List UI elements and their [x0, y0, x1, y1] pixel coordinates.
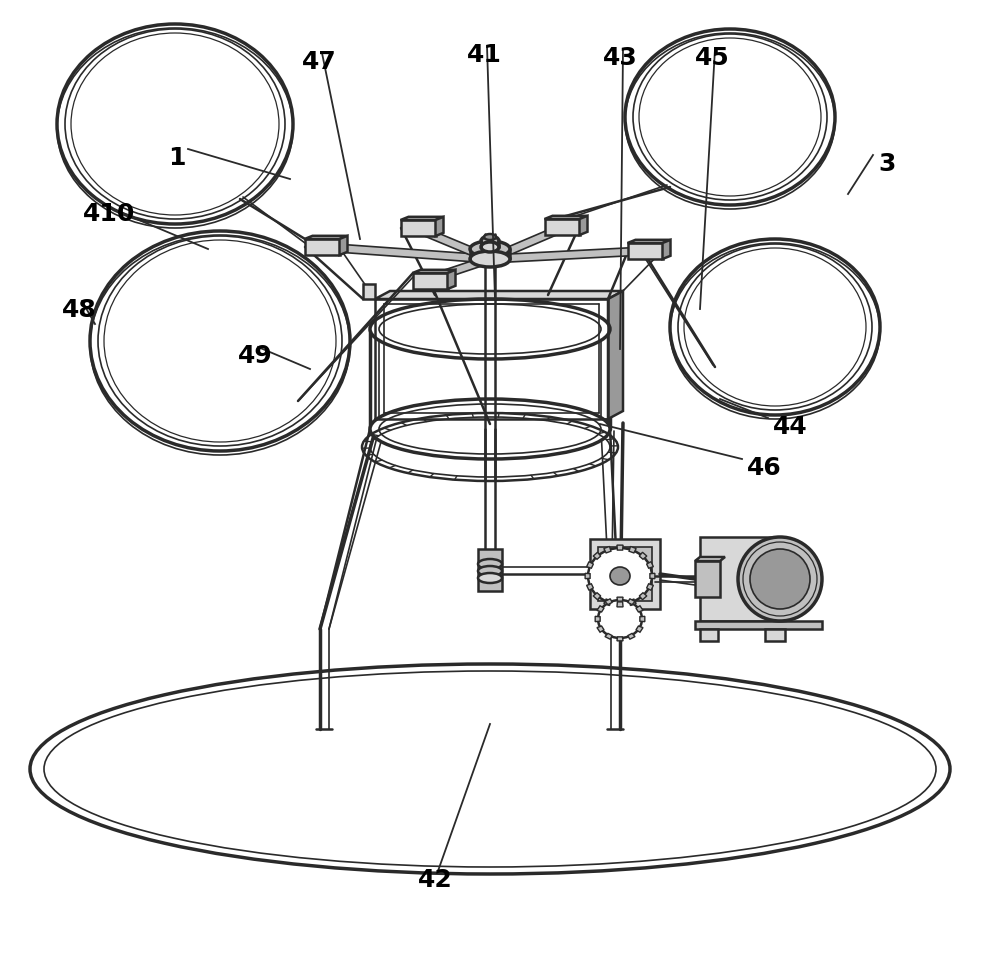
Polygon shape: [580, 217, 588, 235]
Polygon shape: [544, 217, 588, 220]
Ellipse shape: [478, 559, 502, 570]
Polygon shape: [305, 236, 348, 239]
Ellipse shape: [750, 549, 810, 610]
Ellipse shape: [598, 601, 642, 639]
Polygon shape: [401, 218, 444, 221]
Polygon shape: [628, 634, 635, 640]
Ellipse shape: [57, 25, 293, 225]
Polygon shape: [629, 600, 636, 606]
Text: 3: 3: [878, 152, 895, 175]
Polygon shape: [617, 603, 623, 608]
Ellipse shape: [370, 399, 610, 459]
Polygon shape: [605, 634, 612, 640]
Polygon shape: [700, 629, 718, 641]
Polygon shape: [593, 593, 601, 600]
Polygon shape: [597, 626, 604, 633]
Polygon shape: [650, 574, 655, 579]
Polygon shape: [604, 547, 611, 553]
Polygon shape: [429, 256, 491, 284]
Polygon shape: [695, 621, 822, 629]
Ellipse shape: [370, 299, 610, 359]
Polygon shape: [628, 599, 635, 605]
Ellipse shape: [470, 252, 510, 267]
Text: 46: 46: [747, 455, 782, 480]
Polygon shape: [695, 561, 720, 597]
Polygon shape: [413, 273, 448, 290]
Text: 1: 1: [168, 146, 186, 170]
Polygon shape: [305, 239, 340, 256]
Text: 47: 47: [302, 50, 337, 74]
Polygon shape: [604, 600, 611, 606]
Polygon shape: [587, 584, 593, 591]
Polygon shape: [636, 626, 643, 633]
Ellipse shape: [588, 548, 652, 605]
Polygon shape: [628, 240, 670, 244]
Polygon shape: [597, 607, 604, 612]
Text: 41: 41: [467, 43, 502, 67]
Polygon shape: [662, 240, 670, 260]
Ellipse shape: [610, 568, 630, 585]
Polygon shape: [448, 270, 456, 290]
Ellipse shape: [481, 236, 499, 247]
Polygon shape: [416, 226, 492, 264]
Polygon shape: [765, 629, 785, 641]
Polygon shape: [488, 224, 567, 264]
Ellipse shape: [30, 665, 950, 874]
Polygon shape: [595, 616, 600, 622]
Polygon shape: [401, 221, 436, 236]
Ellipse shape: [470, 241, 510, 258]
Polygon shape: [544, 220, 580, 235]
Polygon shape: [590, 540, 660, 610]
Polygon shape: [490, 248, 645, 264]
Polygon shape: [436, 218, 444, 236]
Polygon shape: [617, 638, 623, 641]
Text: 45: 45: [695, 46, 730, 70]
Ellipse shape: [625, 30, 835, 205]
Polygon shape: [605, 599, 612, 605]
Text: 48: 48: [62, 297, 97, 322]
Polygon shape: [628, 244, 662, 260]
Ellipse shape: [478, 574, 502, 583]
Text: 49: 49: [238, 344, 273, 367]
Polygon shape: [375, 420, 608, 431]
Polygon shape: [478, 549, 502, 591]
Polygon shape: [629, 547, 636, 553]
Polygon shape: [617, 546, 623, 550]
Polygon shape: [700, 538, 780, 621]
Polygon shape: [593, 552, 601, 560]
Ellipse shape: [478, 567, 502, 577]
Text: 410: 410: [83, 202, 135, 226]
Polygon shape: [598, 547, 652, 602]
Polygon shape: [647, 584, 653, 591]
Text: 44: 44: [773, 415, 808, 439]
Ellipse shape: [90, 232, 350, 452]
Polygon shape: [375, 292, 623, 299]
Polygon shape: [647, 562, 653, 569]
Polygon shape: [608, 292, 623, 420]
Ellipse shape: [670, 239, 880, 416]
Text: 43: 43: [603, 46, 638, 70]
Polygon shape: [640, 616, 645, 622]
Polygon shape: [639, 552, 647, 560]
Polygon shape: [340, 236, 348, 256]
Polygon shape: [363, 285, 375, 299]
Polygon shape: [639, 593, 647, 600]
Text: 42: 42: [418, 867, 453, 891]
Polygon shape: [636, 607, 643, 612]
Ellipse shape: [481, 243, 499, 253]
Polygon shape: [322, 244, 490, 264]
Polygon shape: [617, 598, 623, 602]
Polygon shape: [695, 557, 725, 561]
Ellipse shape: [484, 234, 496, 240]
Polygon shape: [413, 270, 456, 273]
Polygon shape: [587, 562, 593, 569]
Ellipse shape: [738, 538, 822, 621]
Polygon shape: [585, 574, 590, 579]
